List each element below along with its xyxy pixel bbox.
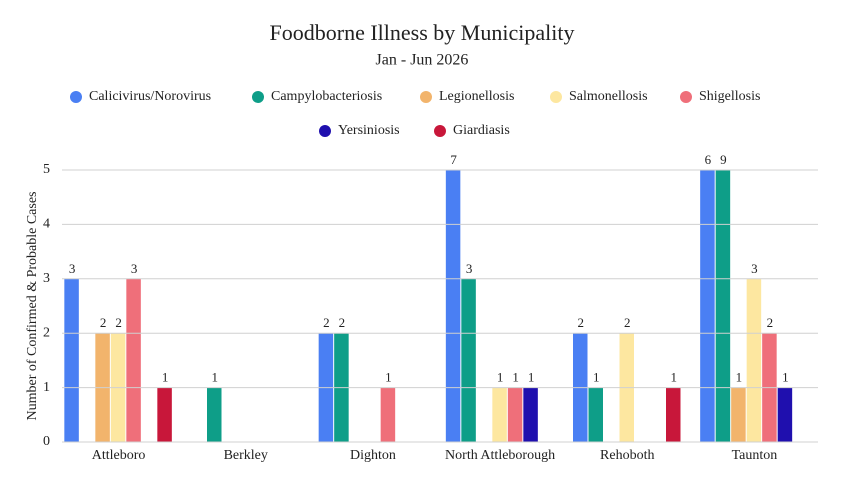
bar xyxy=(507,387,523,442)
bar xyxy=(126,278,141,442)
bar xyxy=(461,278,476,442)
y-tick-label: 4 xyxy=(43,217,50,232)
legend-label: Salmonellosis xyxy=(569,89,648,104)
legend-label: Yersiniosis xyxy=(338,123,400,138)
legend-marker xyxy=(680,91,692,103)
bar xyxy=(700,170,715,442)
bar xyxy=(207,387,222,442)
legend-marker xyxy=(252,91,264,103)
data-label: 1 xyxy=(162,370,169,385)
chart-subtitle: Jan - Jun 2026 xyxy=(376,52,469,69)
bar xyxy=(666,387,681,442)
bar xyxy=(777,387,793,442)
data-label: 2 xyxy=(115,315,122,330)
y-tick-label: 0 xyxy=(43,434,50,449)
x-tick-label: Dighton xyxy=(350,448,396,463)
data-label: 1 xyxy=(212,370,219,385)
data-label: 2 xyxy=(100,315,107,330)
bar xyxy=(64,278,79,442)
legend-marker xyxy=(319,125,331,137)
bars xyxy=(64,170,793,442)
data-label: 3 xyxy=(466,261,473,276)
bar xyxy=(492,387,507,442)
data-label: 2 xyxy=(578,315,585,330)
bar xyxy=(731,387,746,442)
legend-marker xyxy=(434,125,446,137)
legend-label: Legionellosis xyxy=(439,89,514,104)
x-tick-label: Attleboro xyxy=(92,448,146,463)
data-label: 7 xyxy=(450,152,457,167)
legend-label: Shigellosis xyxy=(699,89,760,104)
bar xyxy=(157,387,172,442)
y-tick-label: 2 xyxy=(43,325,50,340)
data-label: 1 xyxy=(782,370,789,385)
x-tick-label: Berkley xyxy=(224,448,268,463)
data-label: 1 xyxy=(671,370,678,385)
legend-marker xyxy=(70,91,82,103)
chart-title: Foodborne Illness by Municipality xyxy=(270,20,575,45)
legend-marker xyxy=(420,91,432,103)
bar xyxy=(523,387,538,442)
y-tick-label: 3 xyxy=(43,271,50,286)
data-label: 1 xyxy=(736,370,743,385)
data-label: 9 xyxy=(720,152,727,167)
bar xyxy=(445,170,461,442)
data-label: 3 xyxy=(69,261,76,276)
x-tick-label: Rehoboth xyxy=(600,448,654,463)
y-tick-label: 1 xyxy=(43,380,50,395)
data-label: 6 xyxy=(705,152,712,167)
y-tick-label: 5 xyxy=(43,162,50,177)
data-label: 1 xyxy=(497,370,504,385)
data-label: 3 xyxy=(751,261,758,276)
data-label: 2 xyxy=(767,315,774,330)
legend-label: Campylobacteriosis xyxy=(271,89,382,104)
data-label: 2 xyxy=(323,315,330,330)
data-label: 1 xyxy=(593,370,600,385)
bar xyxy=(380,387,396,442)
legend-label: Giardiasis xyxy=(453,123,510,138)
bar xyxy=(746,278,762,442)
data-label: 1 xyxy=(512,370,519,385)
data-label: 1 xyxy=(528,370,535,385)
legend-marker xyxy=(550,91,562,103)
x-tick-label: North Attleborough xyxy=(445,448,555,463)
y-axis-label: Number of Confirmed & Probable Cases xyxy=(25,191,40,420)
bar xyxy=(588,387,603,442)
data-label: 2 xyxy=(624,315,631,330)
bar xyxy=(715,170,731,442)
x-tick-label: Taunton xyxy=(732,448,778,463)
data-label: 1 xyxy=(385,370,392,385)
legend-label: Calicivirus/Norovirus xyxy=(89,89,211,104)
data-label: 3 xyxy=(131,261,138,276)
data-label: 2 xyxy=(339,315,346,330)
